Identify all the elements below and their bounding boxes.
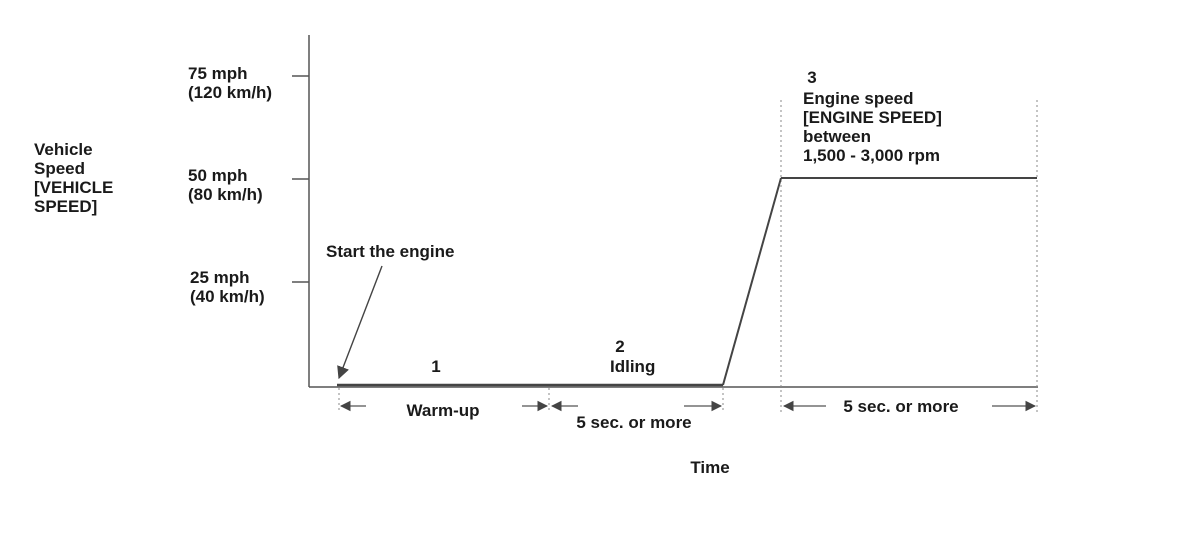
step-1-number: 1 [431, 357, 440, 376]
step-3-line: Engine speed [803, 89, 914, 108]
y-tick-mph: 50 mph [188, 166, 248, 185]
step-3-line: 1,500 - 3,000 rpm [803, 146, 940, 165]
start-engine-label: Start the engine [326, 242, 454, 261]
y-tick-mph: 75 mph [188, 64, 248, 83]
y-axis-title: Vehicle Speed [VEHICLE SPEED] [34, 140, 118, 216]
y-tick-kmh: (80 km/h) [188, 185, 263, 204]
y-axis-title-line: Speed [34, 159, 85, 178]
y-tick-mph: 25 mph [190, 268, 250, 287]
x-axis-title: Time [690, 458, 729, 477]
step-2-label: Idling [610, 357, 655, 376]
y-tick-label-75: 75 mph (120 km/h) [188, 64, 272, 102]
step-2-number: 2 [615, 337, 624, 356]
dim-steady-label: 5 sec. or more [843, 397, 958, 416]
dim-warmup-label: Warm-up [406, 401, 479, 420]
start-engine-pointer [337, 265, 383, 380]
y-tick-label-25: 25 mph (40 km/h) [190, 268, 265, 306]
y-tick-label-50: 50 mph (80 km/h) [188, 166, 263, 204]
step-3-line: [ENGINE SPEED] [803, 108, 942, 127]
y-axis-title-line: SPEED] [34, 197, 97, 216]
step-3-number: 3 [807, 68, 816, 87]
step-3-line: between [803, 127, 871, 146]
y-axis-title-line: Vehicle [34, 140, 93, 159]
step-3-description: Engine speed [ENGINE SPEED] between 1,50… [803, 89, 947, 165]
dim-idle-label: 5 sec. or more [576, 413, 691, 432]
y-tick-kmh: (120 km/h) [188, 83, 272, 102]
profile-acceleration-segment [722, 177, 782, 386]
y-axis-title-line: [VEHICLE [34, 178, 113, 197]
y-tick-kmh: (40 km/h) [190, 287, 265, 306]
